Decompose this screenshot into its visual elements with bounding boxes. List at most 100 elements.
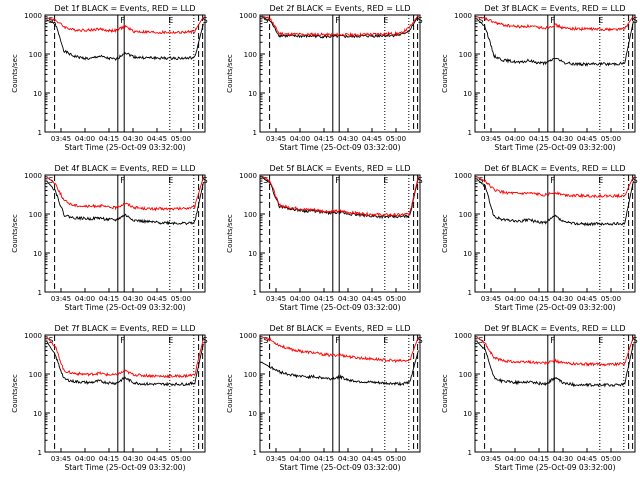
x-tick-label: 04:30 [553, 135, 573, 143]
x-tick-label: 03:45 [51, 455, 71, 463]
subplot-4: Det 4f BLACK = Events, RED = LLD 1 10 100 10… [11, 164, 208, 312]
x-tick-label: 04:30 [123, 295, 143, 303]
y-tick-label: 1 [38, 449, 42, 457]
subplot-title: Det 7f BLACK = Events, RED = LLD [54, 324, 195, 333]
x-tick-label: 04:15 [314, 295, 334, 303]
marker-label-s: S [263, 16, 268, 25]
marker-label-e: E [383, 176, 388, 185]
x-tick-label: 04:00 [505, 455, 525, 463]
marker-label-f: F [120, 176, 125, 185]
y-tick-label: 1000 [454, 172, 472, 180]
y-axis-label: Counts/sec [226, 374, 234, 413]
marker-label-f: F [335, 16, 340, 25]
x-tick-label: 04:15 [314, 135, 334, 143]
subplot-title: Det 5f BLACK = Events, RED = LLD [269, 164, 410, 173]
y-tick-label: 10 [33, 410, 42, 418]
x-axis-label: Start Time (25-Oct-09 03:32:00) [494, 463, 615, 472]
marker-label-f: F [120, 16, 125, 25]
series-lld [261, 336, 419, 364]
series-lld [46, 336, 204, 379]
marker-label-s: S [203, 176, 208, 185]
subplot-2: Det 2f BLACK = Events, RED = LLD 1 10 100 10… [226, 4, 423, 152]
y-tick-label: 1 [468, 449, 472, 457]
y-tick-label: 10 [463, 410, 472, 418]
series-events [261, 176, 419, 220]
series-events [46, 180, 204, 226]
y-axis-label: Counts/sec [11, 214, 19, 253]
series-events [476, 178, 634, 227]
x-axis-label: Start Time (25-Oct-09 03:32:00) [494, 303, 615, 312]
marker-label-s: S [203, 16, 208, 25]
y-tick-label: 100 [244, 51, 257, 59]
y-axis-label: Counts/sec [11, 54, 19, 93]
x-tick-label: 05:00 [171, 455, 191, 463]
y-axis-label: Counts/sec [11, 374, 19, 413]
y-tick-label: 1000 [24, 332, 42, 340]
series-events [46, 340, 204, 387]
y-tick-label: 1000 [24, 12, 42, 20]
x-tick-label: 05:00 [386, 455, 406, 463]
subplot-1: Det 1f BLACK = Events, RED = LLD 1 10 100 10… [11, 4, 208, 152]
marker-label-s: S [633, 336, 638, 345]
plot-frame [259, 14, 421, 133]
marker-label-f: F [550, 336, 555, 345]
y-tick-label: 1000 [239, 172, 257, 180]
x-tick-label: 05:00 [386, 295, 406, 303]
x-axis-label: Start Time (25-Oct-09 03:32:00) [279, 303, 400, 312]
subplot-title: Det 6f BLACK = Events, RED = LLD [484, 164, 625, 173]
x-tick-label: 04:30 [123, 455, 143, 463]
subplot-title: Det 4f BLACK = Events, RED = LLD [54, 164, 195, 173]
series-events [261, 350, 419, 387]
marker-label-s: S [478, 16, 483, 25]
x-tick-label: 05:00 [171, 295, 191, 303]
subplot-title: Det 2f BLACK = Events, RED = LLD [269, 4, 410, 13]
x-tick-label: 04:15 [99, 455, 119, 463]
x-tick-label: 04:45 [362, 135, 382, 143]
marker-label-f: F [120, 336, 125, 345]
x-tick-label: 04:15 [529, 455, 549, 463]
plot-frame [474, 174, 636, 293]
x-tick-label: 04:15 [99, 295, 119, 303]
marker-label-s: S [48, 336, 53, 345]
x-tick-label: 04:45 [147, 455, 167, 463]
series-lld [261, 175, 419, 218]
y-tick-label: 100 [459, 211, 472, 219]
series-lld [261, 14, 419, 38]
y-tick-label: 1 [468, 289, 472, 297]
x-tick-label: 04:00 [505, 295, 525, 303]
marker-label-e: E [598, 336, 603, 345]
x-axis-label: Start Time (25-Oct-09 03:32:00) [494, 143, 615, 152]
y-axis-label: Counts/sec [226, 214, 234, 253]
marker-label-f: F [335, 176, 340, 185]
plot-frame [259, 174, 421, 293]
y-tick-label: 1000 [454, 332, 472, 340]
subplot-8: Det 8f BLACK = Events, RED = LLD 1 10 100 10… [226, 324, 423, 472]
subplot-3: Det 3f BLACK = Events, RED = LLD 1 10 100 10… [441, 4, 638, 152]
marker-label-s: S [418, 176, 423, 185]
x-tick-label: 03:45 [481, 135, 501, 143]
series-lld [476, 336, 634, 367]
y-tick-label: 1000 [454, 12, 472, 20]
x-tick-label: 04:45 [362, 295, 382, 303]
marker-label-s: S [633, 176, 638, 185]
x-tick-label: 04:00 [75, 135, 95, 143]
plot-frame [474, 334, 636, 453]
marker-label-e: E [168, 176, 173, 185]
subplot-title: Det 1f BLACK = Events, RED = LLD [54, 4, 195, 13]
x-tick-label: 03:45 [266, 135, 286, 143]
x-tick-label: 03:45 [481, 295, 501, 303]
x-tick-label: 04:30 [338, 295, 358, 303]
x-tick-label: 05:00 [601, 135, 621, 143]
x-tick-label: 04:00 [75, 455, 95, 463]
x-tick-label: 05:00 [171, 135, 191, 143]
x-tick-label: 05:00 [601, 455, 621, 463]
x-tick-label: 04:45 [147, 135, 167, 143]
x-axis-label: Start Time (25-Oct-09 03:32:00) [64, 303, 185, 312]
marker-label-e: E [598, 16, 603, 25]
subplot-title: Det 8f BLACK = Events, RED = LLD [269, 324, 410, 333]
series-events [476, 18, 634, 67]
marker-label-s: S [633, 16, 638, 25]
marker-label-e: E [168, 336, 173, 345]
marker-label-s: S [478, 176, 483, 185]
plot-frame [44, 14, 206, 133]
